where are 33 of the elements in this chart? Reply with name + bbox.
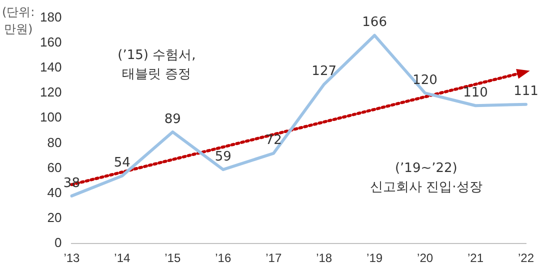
x-tick-label: ’21 <box>468 251 484 266</box>
x-tick-label: ’16 <box>215 251 232 266</box>
y-tick-label: 140 <box>40 60 62 75</box>
y-tick-label: 20 <box>47 210 62 226</box>
annotation: (’15) 수험서, 태블릿 증정 <box>118 46 196 84</box>
y-tick-label: 120 <box>40 84 62 100</box>
x-tick-label: ’13 <box>64 251 80 266</box>
x-tick-label: ’17 <box>266 251 282 266</box>
y-tick-label: 100 <box>40 110 62 125</box>
data-label: 166 <box>362 15 387 30</box>
data-label: 59 <box>214 149 232 164</box>
y-tick-label: 40 <box>47 185 62 200</box>
x-tick-label: ’22 <box>518 251 534 266</box>
data-label: 120 <box>412 72 438 88</box>
x-tick-label: ’15 <box>164 251 181 266</box>
y-tick-label: 80 <box>47 134 62 150</box>
x-tick-label: ’19 <box>366 251 383 266</box>
x-tick-label: ’20 <box>417 251 434 266</box>
data-label: 38 <box>63 176 80 191</box>
x-tick-label: ’18 <box>316 251 332 266</box>
data-label: 110 <box>463 85 488 100</box>
data-label: 127 <box>312 64 336 80</box>
y-tick-label: 180 <box>40 9 62 24</box>
x-tick-label: ’14 <box>114 251 130 266</box>
data-label: 89 <box>164 112 181 127</box>
annotation: (’19~’22) 신고회사 진입·성장 <box>370 159 482 198</box>
data-label: 72 <box>265 133 282 148</box>
data-label: 111 <box>514 84 538 100</box>
y-axis-title: (단위: 만원) <box>2 4 35 38</box>
y-tick-label: 160 <box>40 34 62 50</box>
y-tick-label: 60 <box>47 160 62 175</box>
y-tick-label: 0 <box>54 235 62 250</box>
data-label: 54 <box>114 156 130 171</box>
